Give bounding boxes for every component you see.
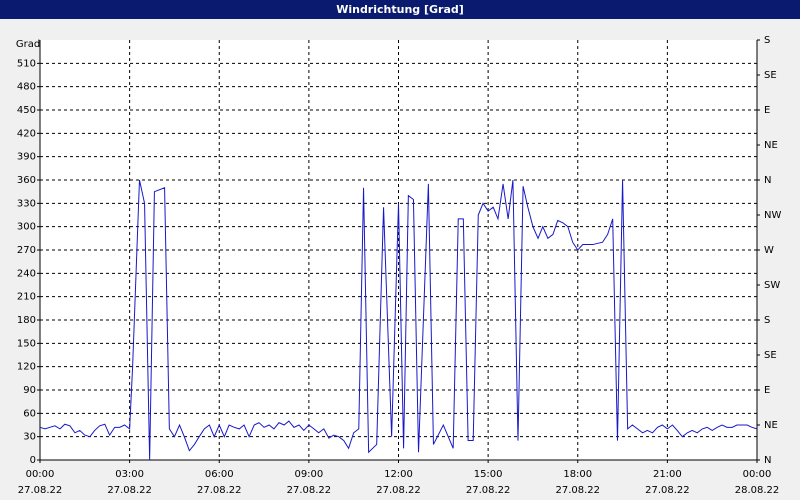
x-tick-label: 06:00	[205, 469, 234, 480]
x-tick-label: 21:00	[653, 469, 682, 480]
y-tick-label: 240	[17, 268, 36, 279]
y-tick-label: 390	[17, 152, 36, 163]
y2-tick-label: NE	[764, 140, 778, 151]
y-tick-label: 300	[17, 222, 36, 233]
y-tick-label: 150	[17, 338, 36, 349]
y-tick-label: 90	[23, 385, 36, 396]
x-tick-label: 18:00	[563, 469, 592, 480]
y-tick-label: 270	[17, 245, 36, 256]
y2-tick-label: NE	[764, 420, 778, 431]
x-tick-label: 03:00	[115, 469, 144, 480]
y-tick-label: 30	[23, 432, 36, 443]
x-tick-date: 27.08.22	[376, 485, 421, 496]
y2-tick-label: W	[764, 245, 774, 256]
y-tick-label: 210	[17, 292, 36, 303]
x-tick-label: 09:00	[294, 469, 323, 480]
title-bar	[0, 0, 800, 19]
data-line	[39, 179, 758, 461]
y-tick-label: 450	[17, 105, 36, 116]
y2-tick-label: SE	[764, 70, 777, 81]
y-tick-label: 0	[30, 455, 36, 466]
y2-tick-label: E	[764, 105, 770, 116]
y2-tick-label: N	[764, 175, 771, 186]
y-axis-label: Grad	[16, 39, 40, 50]
y2-tick-label: SE	[764, 350, 777, 361]
x-tick-date: 27.08.22	[555, 485, 600, 496]
x-tick-label: 12:00	[384, 469, 413, 480]
x-tick-date: 27.08.22	[197, 485, 242, 496]
y2-tick-label: N	[764, 455, 771, 466]
x-tick-label: 15:00	[474, 469, 503, 480]
x-tick-date: 27.08.22	[645, 485, 690, 496]
chart-title: Windrichtung [Grad]	[336, 3, 464, 16]
y-tick-label: 480	[17, 82, 36, 93]
y-tick-label: 360	[17, 175, 36, 186]
x-tick-date: 27.08.22	[107, 485, 152, 496]
x-tick-date: 28.08.22	[735, 485, 780, 496]
y2-tick-label: E	[764, 385, 770, 396]
y-tick-label: 330	[17, 198, 36, 209]
y2-tick-label: S	[764, 315, 770, 326]
x-tick-date: 27.08.22	[18, 485, 63, 496]
y-tick-label: 510	[17, 58, 36, 69]
y-tick-label: 420	[17, 128, 36, 139]
x-tick-date: 27.08.22	[287, 485, 332, 496]
y-tick-label: 60	[23, 408, 36, 419]
y2-tick-label: NW	[764, 210, 781, 221]
x-tick-label: 00:00	[26, 469, 55, 480]
y-tick-label: 180	[17, 315, 36, 326]
x-tick-label: 00:00	[743, 469, 772, 480]
y-tick-label: 120	[17, 362, 36, 373]
y2-tick-label: S	[764, 35, 770, 46]
y2-tick-label: SW	[764, 280, 780, 291]
x-tick-date: 27.08.22	[466, 485, 511, 496]
